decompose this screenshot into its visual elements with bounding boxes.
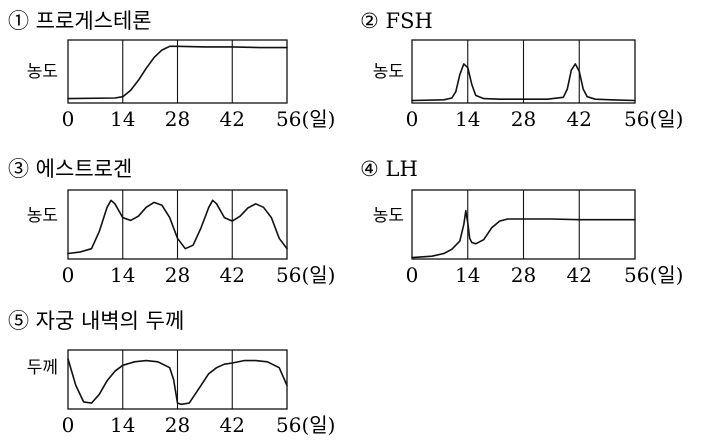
estrogen-ylabel: 농도: [27, 206, 58, 226]
endometrium-xtick-0: 0: [62, 413, 75, 437]
progesterone-xtick-14: 14: [110, 107, 135, 131]
estrogen-xtick-42: 42: [220, 263, 245, 287]
fsh-xtick-14: 14: [455, 107, 480, 131]
lh-xtick-28: 28: [511, 263, 536, 287]
lh-xtick-56: 56(일): [624, 263, 683, 287]
lh-xtick-14: 14: [455, 263, 480, 287]
fsh-xtick-56: 56(일): [624, 107, 683, 131]
progesterone-title: ① 프로게스테론: [8, 9, 152, 33]
lh-title: ④ LH: [360, 157, 418, 181]
progesterone-xtick-0: 0: [62, 107, 75, 131]
lh-ylabel: 농도: [373, 206, 404, 226]
endometrium-xtick-56: 56(일): [276, 413, 335, 437]
fsh-xtick-28: 28: [511, 107, 536, 131]
endometrium-title: ⑤ 자궁 내벽의 두께: [8, 309, 184, 333]
estrogen-xtick-14: 14: [110, 263, 135, 287]
estrogen-xtick-56: 56(일): [276, 263, 335, 287]
lh-panel: ④ LH 농도 0 14 28 42 56(일): [360, 157, 683, 287]
endometrium-xtick-14: 14: [110, 413, 135, 437]
fsh-series-line: [411, 63, 636, 102]
fsh-xtick-0: 0: [406, 107, 419, 131]
endometrium-series-line: [67, 358, 288, 406]
endometrium-xtick-28: 28: [165, 413, 190, 437]
fsh-xtick-42: 42: [567, 107, 592, 131]
lh-xtick-0: 0: [406, 263, 419, 287]
endometrium-ylabel: 두께: [27, 358, 58, 378]
estrogen-xtick-0: 0: [62, 263, 75, 287]
fsh-panel: ② FSH 농도 0 14 28 42 56(일): [360, 9, 683, 131]
estrogen-title: ③ 에스트로겐: [8, 157, 132, 181]
progesterone-xtick-56: 56(일): [276, 107, 335, 131]
fsh-title: ② FSH: [360, 9, 433, 33]
progesterone-xtick-28: 28: [165, 107, 190, 131]
estrogen-xtick-28: 28: [165, 263, 190, 287]
progesterone-series-line: [67, 45, 288, 100]
lh-xtick-42: 42: [567, 263, 592, 287]
estrogen-series-line: [67, 199, 288, 255]
progesterone-ylabel: 농도: [27, 62, 58, 82]
progesterone-xtick-42: 42: [220, 107, 245, 131]
fsh-ylabel: 농도: [373, 62, 404, 82]
lh-series-line: [411, 209, 636, 259]
endometrium-xtick-42: 42: [220, 413, 245, 437]
